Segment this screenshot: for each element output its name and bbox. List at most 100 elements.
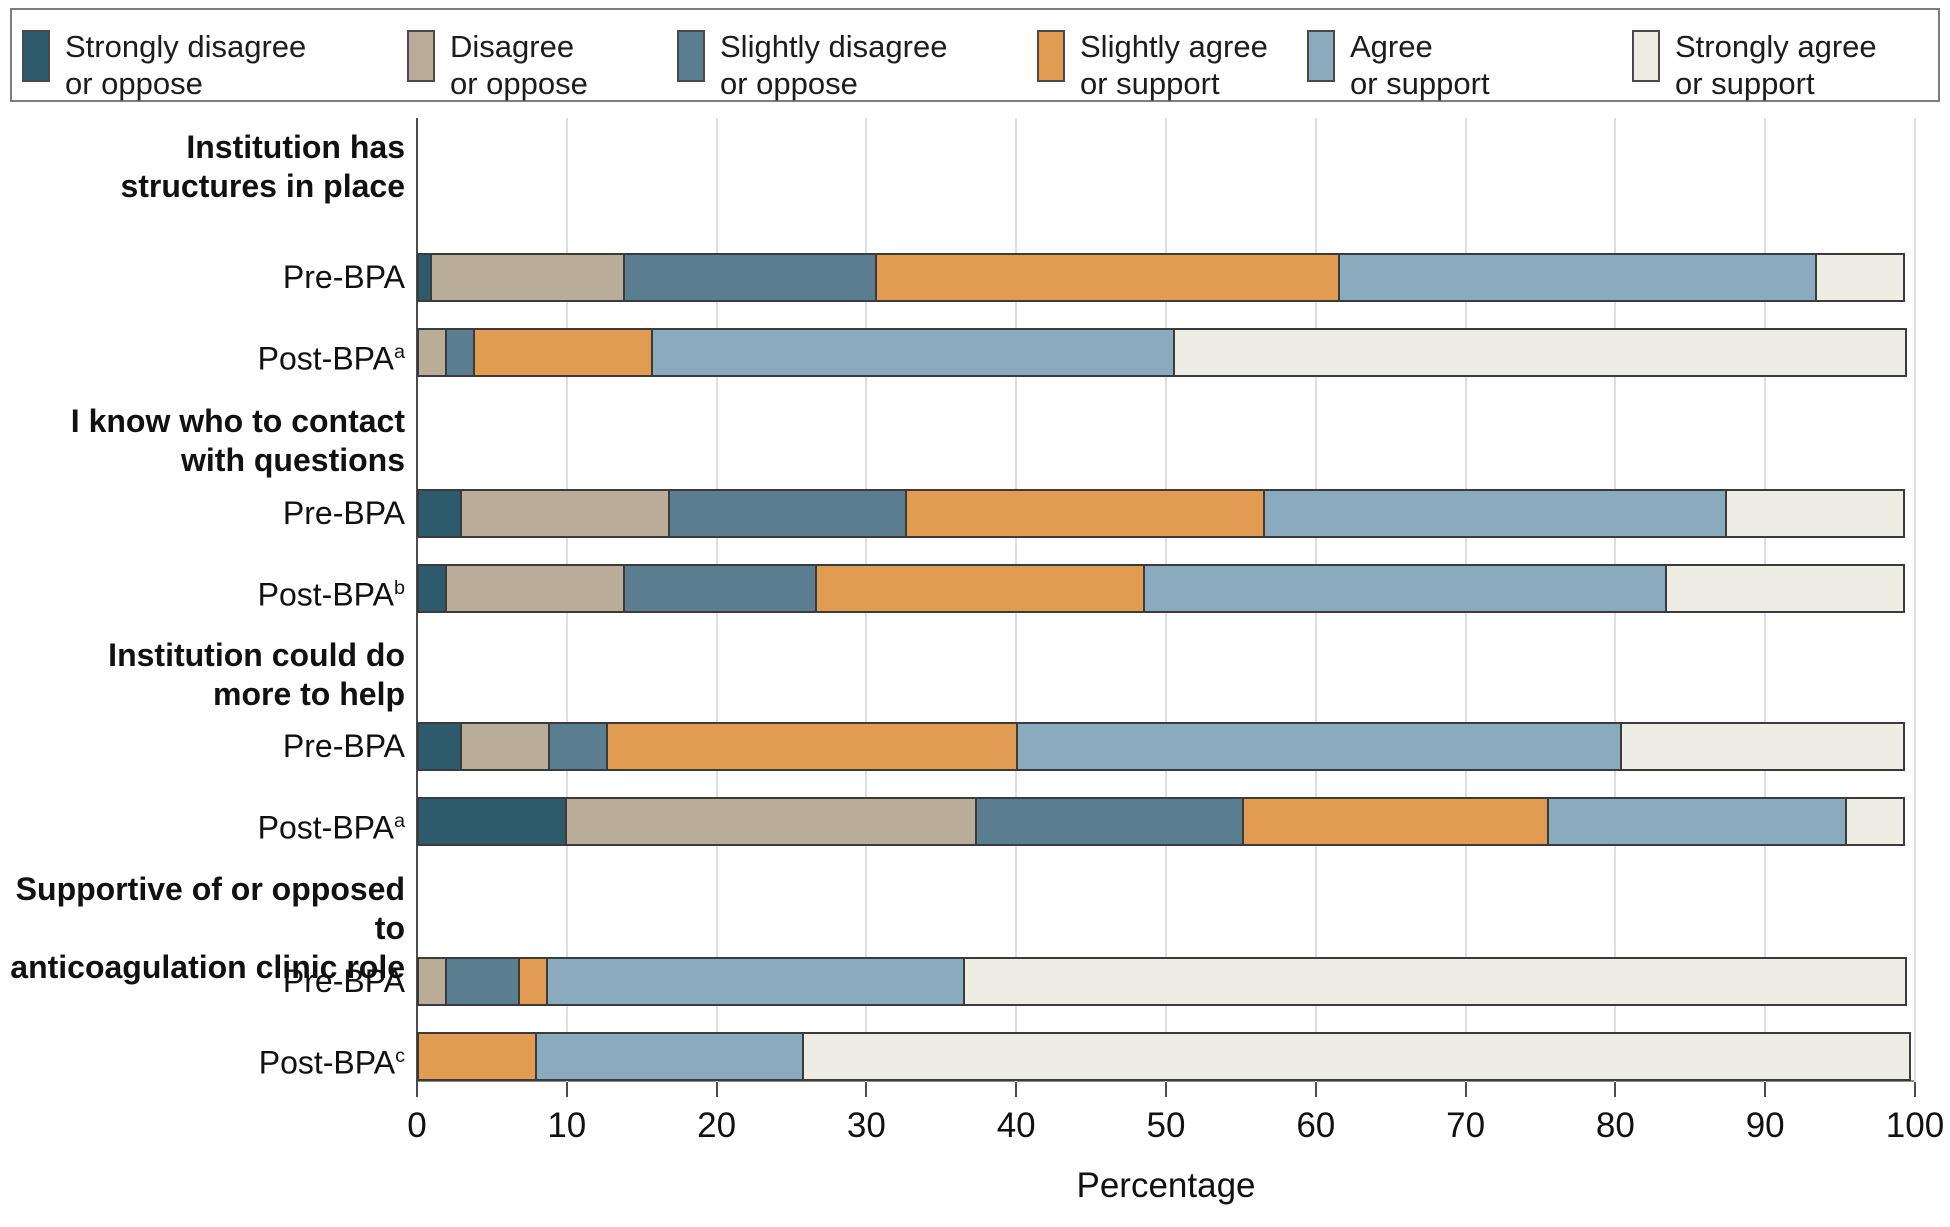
x-axis-tick xyxy=(1764,1082,1767,1097)
legend-label-line2: or oppose xyxy=(65,66,203,101)
bar-segment-slightly-disagree-or-oppose xyxy=(974,797,1245,846)
stacked-bar-post-bpa-c xyxy=(417,1032,1915,1081)
row-label-text: Pre-BPA xyxy=(282,259,405,295)
group-header-line: anticoagulation clinic role xyxy=(10,949,405,985)
bar-segment-strongly-agree-or-support xyxy=(802,1032,1911,1081)
bar-segment-slightly-disagree-or-oppose xyxy=(622,564,818,613)
legend-label-line2: or support xyxy=(1350,66,1490,101)
legend-swatch xyxy=(677,30,705,82)
legend-label: Slightly disagree or oppose xyxy=(720,28,947,102)
group-header-line: with questions xyxy=(181,442,405,478)
x-axis-tick-label: 30 xyxy=(846,1106,886,1145)
plot-area: Percentage 0 10 20 30 40 50 60 70 80 90 100 xyxy=(407,118,1944,1205)
legend: Strongly disagree or oppose Disagree or opp… xyxy=(10,8,1940,102)
x-axis-tick xyxy=(1165,1082,1167,1097)
bar-segment-slightly-agree-or-support xyxy=(905,489,1265,538)
bar-segment-disagree-or-oppose xyxy=(564,797,977,846)
legend-label-line2: or support xyxy=(1675,66,1815,101)
bar-segment-strongly-disagree-or-oppose xyxy=(417,722,462,771)
legend-label-line2: or oppose xyxy=(720,66,858,101)
stacked-bar-pre-bpa xyxy=(417,957,1915,1006)
bar-segment-slightly-disagree-or-oppose xyxy=(547,722,608,771)
row-label-text: Post-BPA xyxy=(257,576,394,613)
bar-segment-slightly-agree-or-support xyxy=(517,957,548,1006)
stacked-bar-pre-bpa xyxy=(417,489,1915,538)
legend-label-line1: Agree xyxy=(1350,29,1433,64)
x-axis-tick-label: 70 xyxy=(1446,1106,1486,1145)
stacked-bar-post-bpa-b xyxy=(417,564,1915,613)
x-axis-tick-label: 50 xyxy=(1146,1106,1186,1145)
bar-segment-slightly-agree-or-support xyxy=(875,253,1340,302)
legend-swatch xyxy=(22,30,50,82)
x-axis-tick-label: 80 xyxy=(1595,1106,1635,1145)
bar-segment-strongly-agree-or-support xyxy=(1725,489,1905,538)
legend-item: Strongly agree or support xyxy=(1632,28,1877,102)
bar-segment-agree-or-support xyxy=(1142,564,1668,613)
legend-item: Slightly disagree or oppose xyxy=(677,28,947,102)
row-footnote-marker: a xyxy=(393,810,405,832)
bar-segment-strongly-agree-or-support xyxy=(1815,253,1905,302)
row-label-text: Post-BPA xyxy=(257,340,394,377)
legend-swatch xyxy=(407,30,435,82)
x-axis-tick xyxy=(416,1082,418,1097)
bar-segment-disagree-or-oppose xyxy=(459,489,670,538)
legend-label-line1: Strongly disagree xyxy=(65,29,307,64)
bar-segment-strongly-agree-or-support xyxy=(1845,797,1905,846)
x-axis-tick xyxy=(1614,1082,1617,1097)
row-label-text: Pre-BPA xyxy=(282,963,405,999)
x-axis-tick xyxy=(715,1082,718,1097)
x-axis-tick xyxy=(865,1082,868,1097)
x-axis-title: Percentage xyxy=(1076,1166,1256,1205)
legend-item: Slightly agree or support xyxy=(1037,28,1268,102)
legend-label-line1: Strongly agree xyxy=(1675,29,1877,64)
row-footnote-marker: c xyxy=(395,1045,405,1067)
row-label-text: Post-BPA xyxy=(258,1044,396,1081)
stacked-bar-pre-bpa xyxy=(417,722,1915,771)
legend-swatch xyxy=(1632,30,1660,82)
x-axis-tick-label: 0 xyxy=(407,1106,427,1145)
x-axis-tick-label: 100 xyxy=(1885,1106,1945,1145)
x-axis-tick-label: 60 xyxy=(1296,1106,1336,1145)
x-axis-tick-label: 10 xyxy=(547,1106,587,1145)
x-axis-tick xyxy=(1314,1082,1317,1097)
legend-label-line1: Slightly agree xyxy=(1080,29,1268,64)
x-axis-tick-label: 40 xyxy=(996,1106,1036,1145)
bar-segment-slightly-agree-or-support xyxy=(1242,797,1550,846)
row-label-pre-bpa: Pre-BPA xyxy=(0,957,405,1006)
bar-segment-disagree-or-oppose xyxy=(417,328,447,377)
group-header: Institution could do more to help xyxy=(0,636,405,714)
bar-segment-strongly-disagree-or-oppose xyxy=(417,564,447,613)
bar-segment-slightly-disagree-or-oppose xyxy=(444,328,475,377)
legend-label: Strongly agree or support xyxy=(1675,28,1877,102)
group-header-line: more to help xyxy=(212,676,405,712)
stacked-bar-pre-bpa xyxy=(417,253,1915,302)
row-label-text: Post-BPA xyxy=(257,809,394,846)
x-axis-tick xyxy=(1914,1082,1916,1097)
bar-segment-slightly-agree-or-support xyxy=(605,722,1018,771)
legend-item: Strongly disagree or oppose xyxy=(22,28,306,102)
legend-swatch xyxy=(1307,30,1335,82)
row-label-post-bpa: Post-BPAa xyxy=(0,328,405,377)
bar-segment-disagree-or-oppose xyxy=(459,722,550,771)
bar-segment-slightly-agree-or-support xyxy=(815,564,1145,613)
bar-segment-disagree-or-oppose xyxy=(444,564,625,613)
bar-segment-disagree-or-oppose xyxy=(429,253,625,302)
bar-segment-agree-or-support xyxy=(1337,253,1818,302)
legend-swatch xyxy=(1037,30,1065,82)
x-axis-tick xyxy=(1464,1082,1467,1097)
bar-segment-slightly-disagree-or-oppose xyxy=(622,253,878,302)
row-footnote-marker: b xyxy=(393,577,405,599)
legend-item: Disagree or oppose xyxy=(407,28,588,102)
x-axis-tick xyxy=(565,1082,568,1097)
row-label-pre-bpa: Pre-BPA xyxy=(0,253,405,302)
group-header-line: I know who to contact xyxy=(70,403,405,439)
row-label-post-bpa: Post-BPAa xyxy=(0,797,405,846)
legend-item: Agree or support xyxy=(1307,28,1490,102)
legend-label: Disagree or oppose xyxy=(450,28,588,102)
bar-segment-slightly-agree-or-support xyxy=(417,1032,537,1081)
group-header: Supportive of or opposed to anticoagulati… xyxy=(0,870,405,987)
row-label-post-bpa: Post-BPAc xyxy=(0,1032,405,1081)
row-label-pre-bpa: Pre-BPA xyxy=(0,489,405,538)
row-label-text: Pre-BPA xyxy=(282,495,405,531)
bar-segment-agree-or-support xyxy=(1547,797,1848,846)
